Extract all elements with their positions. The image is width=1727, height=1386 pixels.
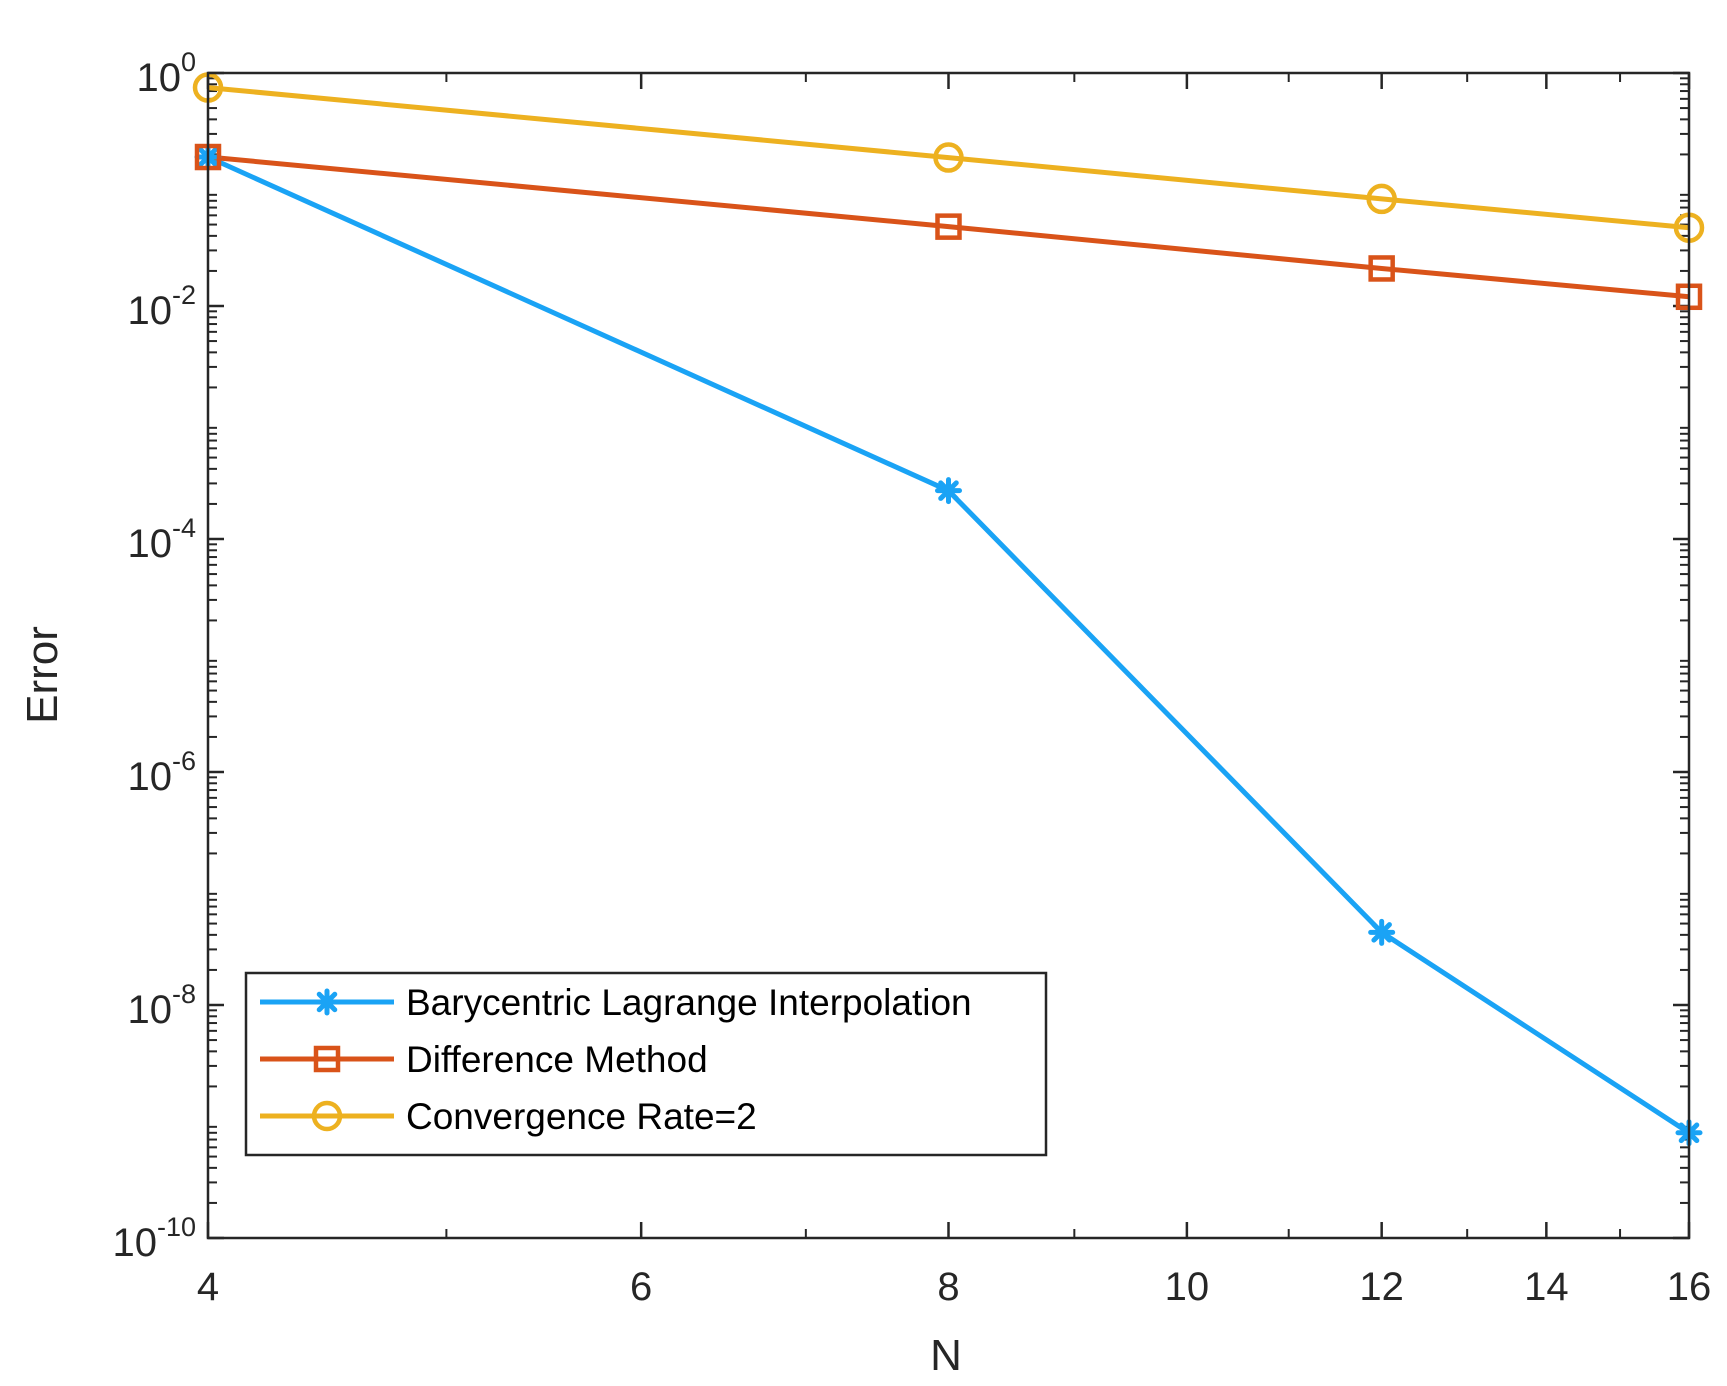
legend-entry: Convergence Rate=2 xyxy=(260,1096,757,1137)
legend-label: Difference Method xyxy=(406,1039,708,1080)
data-point-circle xyxy=(1366,183,1397,215)
x-tick-label: 14 xyxy=(1524,1265,1569,1309)
legend: Barycentric Lagrange Interpolation Differ… xyxy=(244,971,1048,1157)
x-tick-label: 16 xyxy=(1667,1265,1712,1309)
data-point-square xyxy=(1368,255,1395,282)
y-tick-label: 10-4 xyxy=(127,513,196,566)
y-tick-labels: 100 10-2 10-4 10-6 10-8 10-10 xyxy=(112,47,196,1265)
x-tick-labels: 4 6 8 10 12 14 16 xyxy=(197,1265,1711,1309)
legend-label: Barycentric Lagrange Interpolation xyxy=(406,982,972,1023)
series-line-square xyxy=(207,154,1690,300)
legend-marker xyxy=(311,1100,343,1132)
data-point-circle xyxy=(933,142,964,173)
y-tick-label: 100 xyxy=(136,47,196,100)
y-tick-label: 10-10 xyxy=(112,1212,196,1265)
y-tick-label: 10-8 xyxy=(127,979,196,1032)
x-tick-label: 6 xyxy=(630,1265,652,1309)
legend-label: Convergence Rate=2 xyxy=(406,1096,757,1137)
y-tick-label: 10-2 xyxy=(127,280,196,333)
legend-entry: Barycentric Lagrange Interpolation xyxy=(260,982,972,1023)
x-tick-label: 12 xyxy=(1359,1265,1404,1309)
data-point-asterisk xyxy=(1368,918,1396,946)
data-point-square xyxy=(935,213,962,240)
y-axis-title: Error xyxy=(18,626,67,724)
series-line-asterisk xyxy=(206,154,1691,1135)
x-tick-label: 10 xyxy=(1165,1265,1210,1309)
x-tick-label: 4 xyxy=(197,1265,219,1309)
x-tick-label: 8 xyxy=(937,1265,959,1309)
plot-frame xyxy=(206,71,1691,1240)
legend-entry: Difference Method xyxy=(260,1039,708,1080)
series-markers xyxy=(192,72,1705,1147)
legend-marker xyxy=(313,988,341,1016)
legend-marker xyxy=(313,1045,341,1073)
y-tick-label: 10-6 xyxy=(127,746,196,799)
x-axis-title: N xyxy=(930,1331,962,1380)
series-line-circle xyxy=(207,85,1690,231)
minor-ticks xyxy=(208,73,1689,1238)
data-point-asterisk xyxy=(935,477,962,505)
series-lines xyxy=(206,85,1691,1135)
